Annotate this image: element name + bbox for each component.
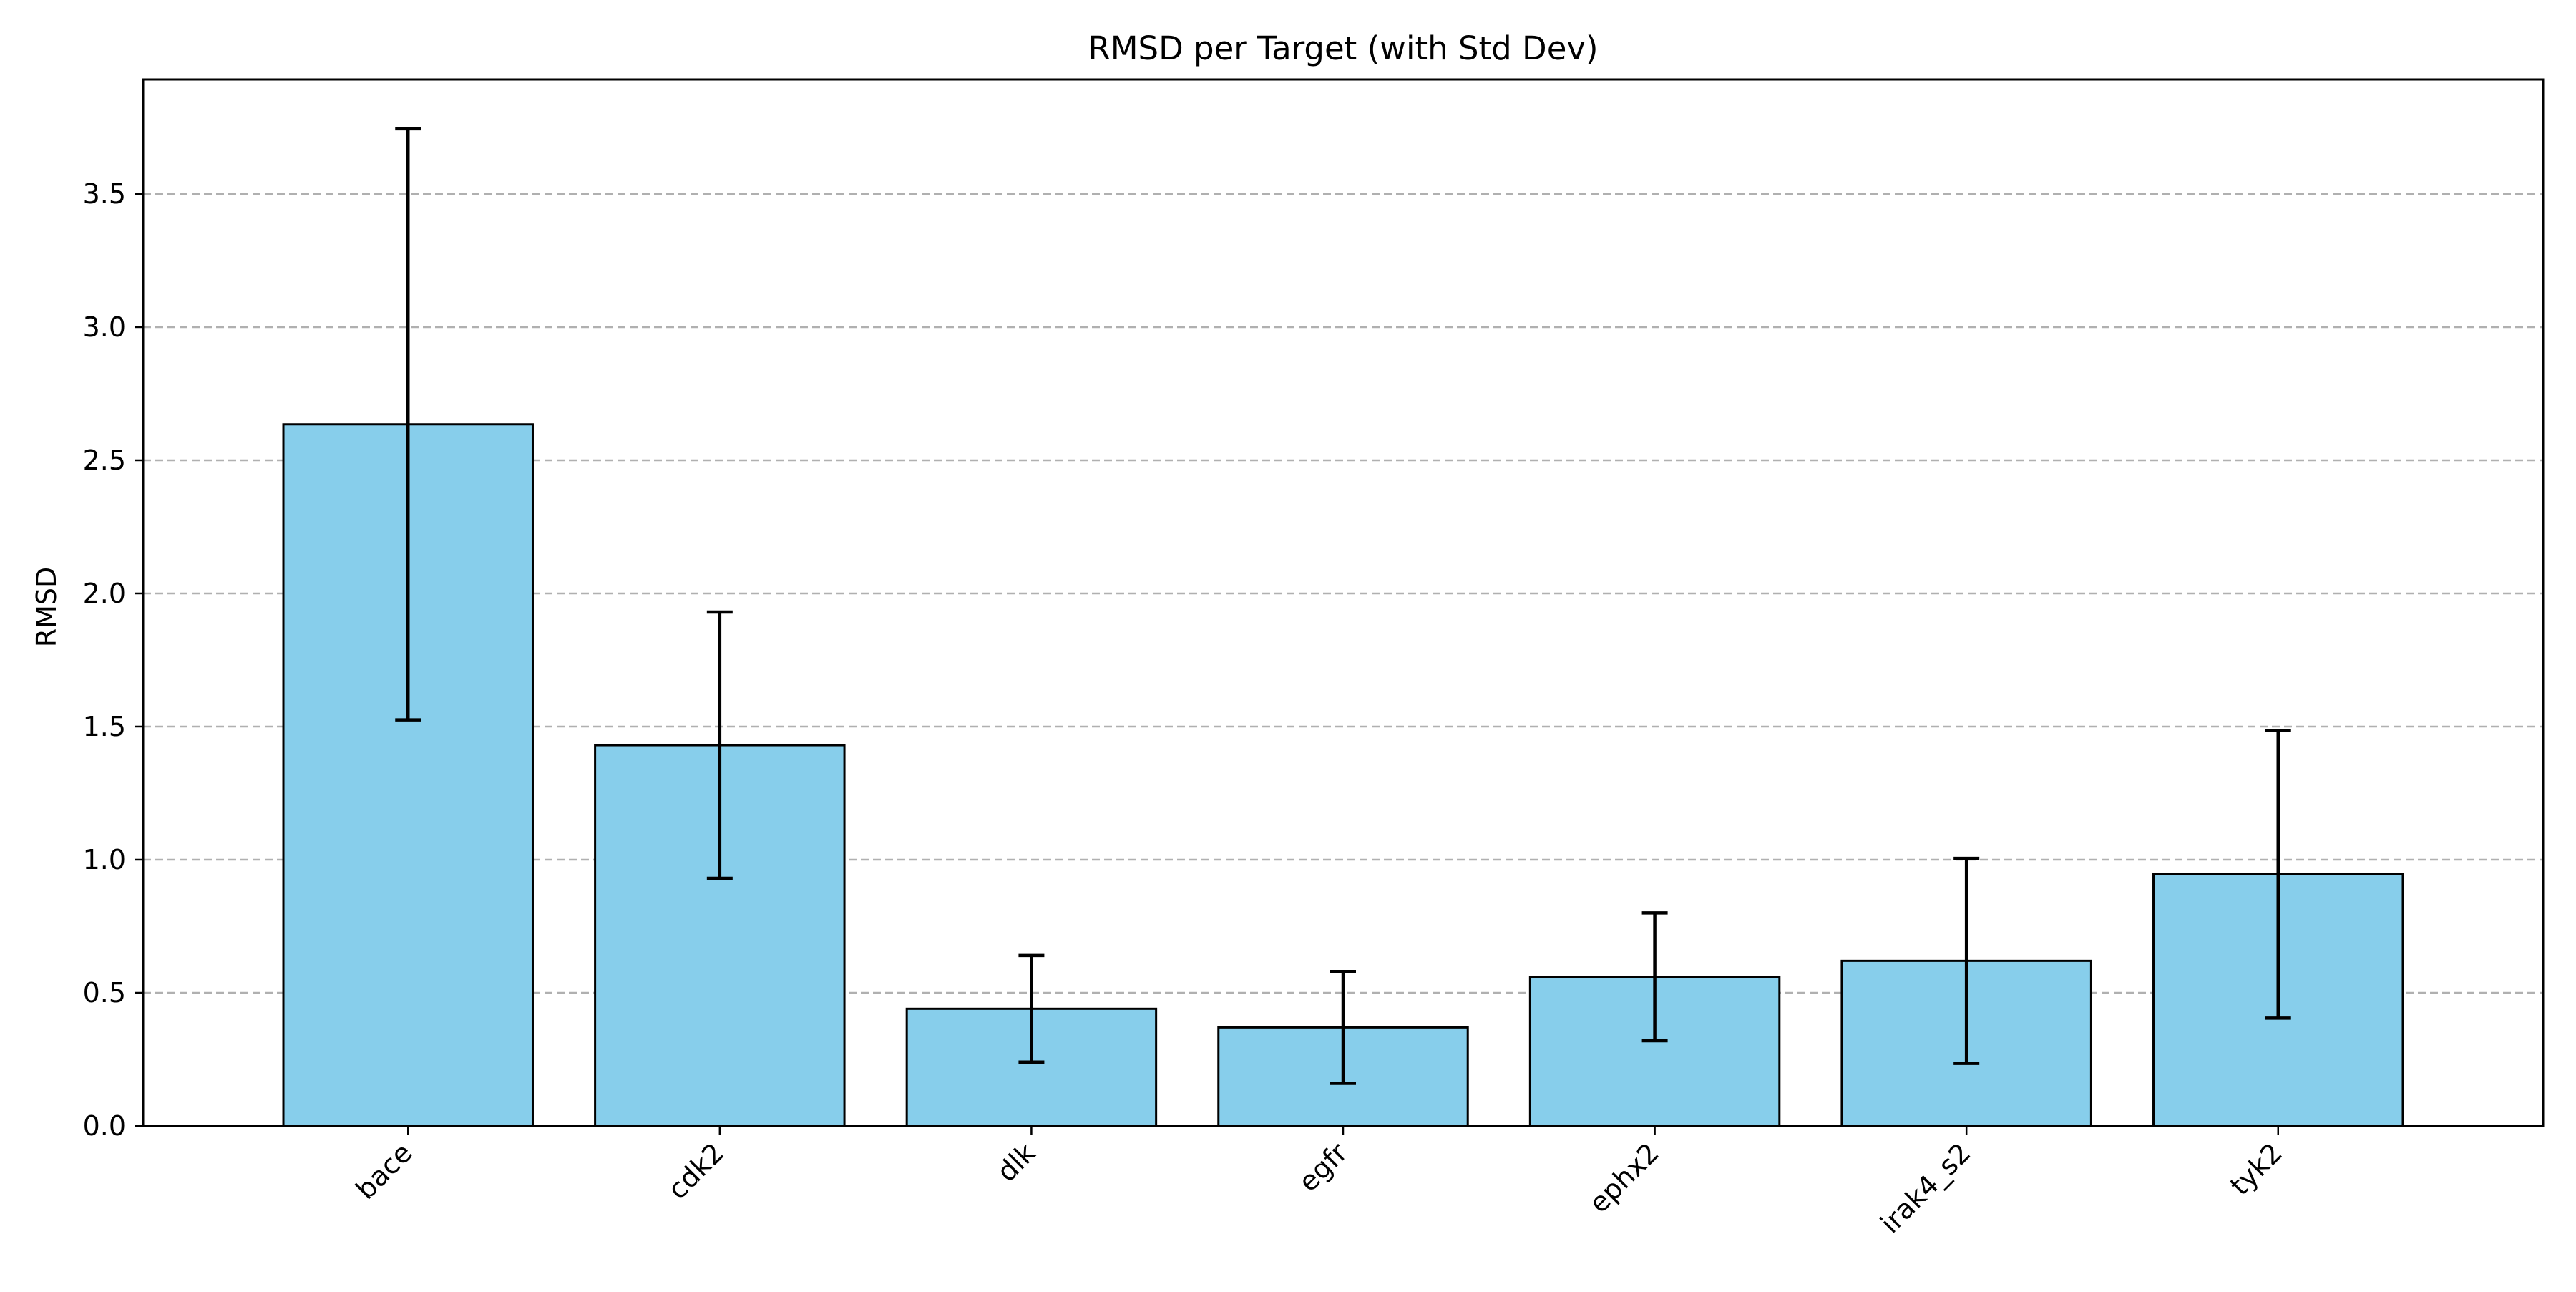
x-axis-ticks: bace cdk2 dlk egfr ephx2 irak4_s2 tyk2 <box>350 1126 2288 1240</box>
y-tick-label: 2.0 <box>83 578 126 609</box>
y-tick-label: 1.0 <box>83 844 126 875</box>
chart-title: RMSD per Target (with Std Dev) <box>1088 29 1598 67</box>
y-axis-label: RMSD <box>31 567 62 648</box>
y-tick-label: 0.0 <box>83 1110 126 1142</box>
y-tick-label: 3.0 <box>83 311 126 343</box>
x-tick-label-egfr: egfr <box>1292 1137 1353 1198</box>
error-bars <box>395 127 2291 1085</box>
x-tick-label-cdk2: cdk2 <box>662 1137 731 1205</box>
y-axis-ticks: 0.0 0.5 1.0 1.5 2.0 2.5 3.0 3.5 <box>83 178 143 1142</box>
y-tick-label: 1.5 <box>83 711 126 742</box>
x-tick-label-tyk2: tyk2 <box>2224 1137 2288 1201</box>
y-tick-label: 3.5 <box>83 178 126 210</box>
x-tick-label-dlk: dlk <box>991 1137 1042 1187</box>
x-tick-label-ephx2: ephx2 <box>1583 1137 1665 1219</box>
x-tick-label-irak4_s2: irak4_s2 <box>1874 1137 1976 1239</box>
plot-frame <box>142 78 2545 1127</box>
y-tick-label: 0.5 <box>83 977 126 1009</box>
grid-lines <box>143 193 2543 994</box>
y-tick-label: 2.5 <box>83 445 126 476</box>
x-tick-label-bace: bace <box>350 1137 419 1205</box>
